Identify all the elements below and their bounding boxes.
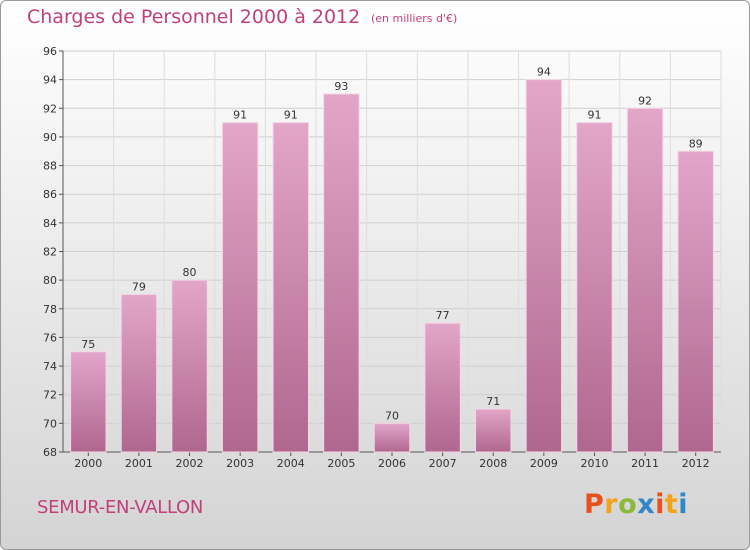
- bar: [272, 122, 309, 453]
- y-tick-label: 72: [43, 389, 57, 402]
- y-tick-label: 86: [43, 188, 57, 201]
- x-tick-label: 2009: [530, 457, 558, 470]
- bar: [576, 122, 613, 453]
- bar: [120, 293, 158, 453]
- logo-letter: P: [584, 489, 605, 520]
- bar-value-label: 75: [81, 338, 95, 351]
- bar-value-label: 91: [233, 109, 247, 122]
- x-tick-label: 2008: [479, 457, 507, 470]
- y-tick-label: 84: [43, 217, 57, 230]
- x-tick-label: 2006: [378, 457, 406, 470]
- bar: [626, 107, 664, 453]
- x-tick-label: 2004: [277, 457, 305, 470]
- bar-value-label: 92: [638, 94, 652, 107]
- y-tick-label: 70: [43, 417, 57, 430]
- bar-value-label: 94: [537, 66, 551, 79]
- bar: [475, 408, 512, 453]
- grid-lines: [62, 50, 722, 453]
- chart-subtitle: (en milliers d'€): [371, 12, 458, 25]
- bar: [171, 279, 208, 453]
- axes: [59, 50, 721, 456]
- y-tick-label: 68: [43, 446, 57, 459]
- y-tick-label: 94: [43, 74, 57, 87]
- y-tick-label: 80: [43, 274, 57, 287]
- chart-title: Charges de Personnel 2000 à 2012: [27, 6, 361, 28]
- bar: [70, 351, 107, 453]
- y-tick-label: 90: [43, 131, 57, 144]
- logo-letter: t: [664, 489, 679, 520]
- x-tick-label: 2001: [125, 457, 153, 470]
- bar-value-label: 77: [436, 309, 450, 322]
- bar-value-label: 91: [284, 109, 298, 122]
- y-tick-label: 92: [43, 102, 57, 115]
- y-tick-label: 96: [43, 45, 57, 58]
- x-tick-label: 2003: [226, 457, 254, 470]
- bar-value-label: 80: [183, 266, 197, 279]
- logo-letter: i: [655, 489, 665, 520]
- y-tick-label: 78: [43, 303, 57, 316]
- y-tick-label: 74: [43, 360, 57, 373]
- bar-value-label: 70: [385, 409, 399, 422]
- x-tick-label: 2012: [682, 457, 710, 470]
- bar-value-label: 89: [689, 137, 703, 150]
- logo-letter: o: [618, 489, 638, 520]
- y-tick-label: 76: [43, 331, 57, 344]
- bar-value-label: 91: [587, 109, 601, 122]
- commune-name: SEMUR-EN-VALLON: [37, 497, 204, 518]
- y-tick-label: 88: [43, 160, 57, 173]
- bar: [677, 150, 714, 453]
- x-tick-label: 2011: [631, 457, 659, 470]
- x-tick-label: 2000: [74, 457, 102, 470]
- x-tick-label: 2007: [429, 457, 457, 470]
- bar-value-label: 79: [132, 280, 146, 293]
- logo-letter: x: [637, 489, 656, 520]
- labels: 68 70 72 74 76 78 80 82 84 86 88 90 92 94 96 75 2000 79 20…: [43, 45, 710, 470]
- bar: [373, 422, 411, 453]
- bar: [424, 322, 461, 453]
- logo-letter: i: [678, 489, 689, 520]
- bar: [221, 122, 259, 453]
- bar-value-label: 71: [486, 395, 500, 408]
- bar-value-label: 93: [334, 80, 348, 93]
- y-tick-label: 82: [43, 246, 57, 259]
- x-tick-label: 2002: [176, 457, 204, 470]
- logo-letter: r: [604, 489, 619, 520]
- proxiti-logo: Proxiti: [584, 489, 688, 520]
- x-tick-label: 2010: [580, 457, 608, 470]
- bars: [70, 79, 714, 453]
- bar: [525, 79, 563, 453]
- x-tick-label: 2005: [327, 457, 355, 470]
- bar: [323, 93, 360, 453]
